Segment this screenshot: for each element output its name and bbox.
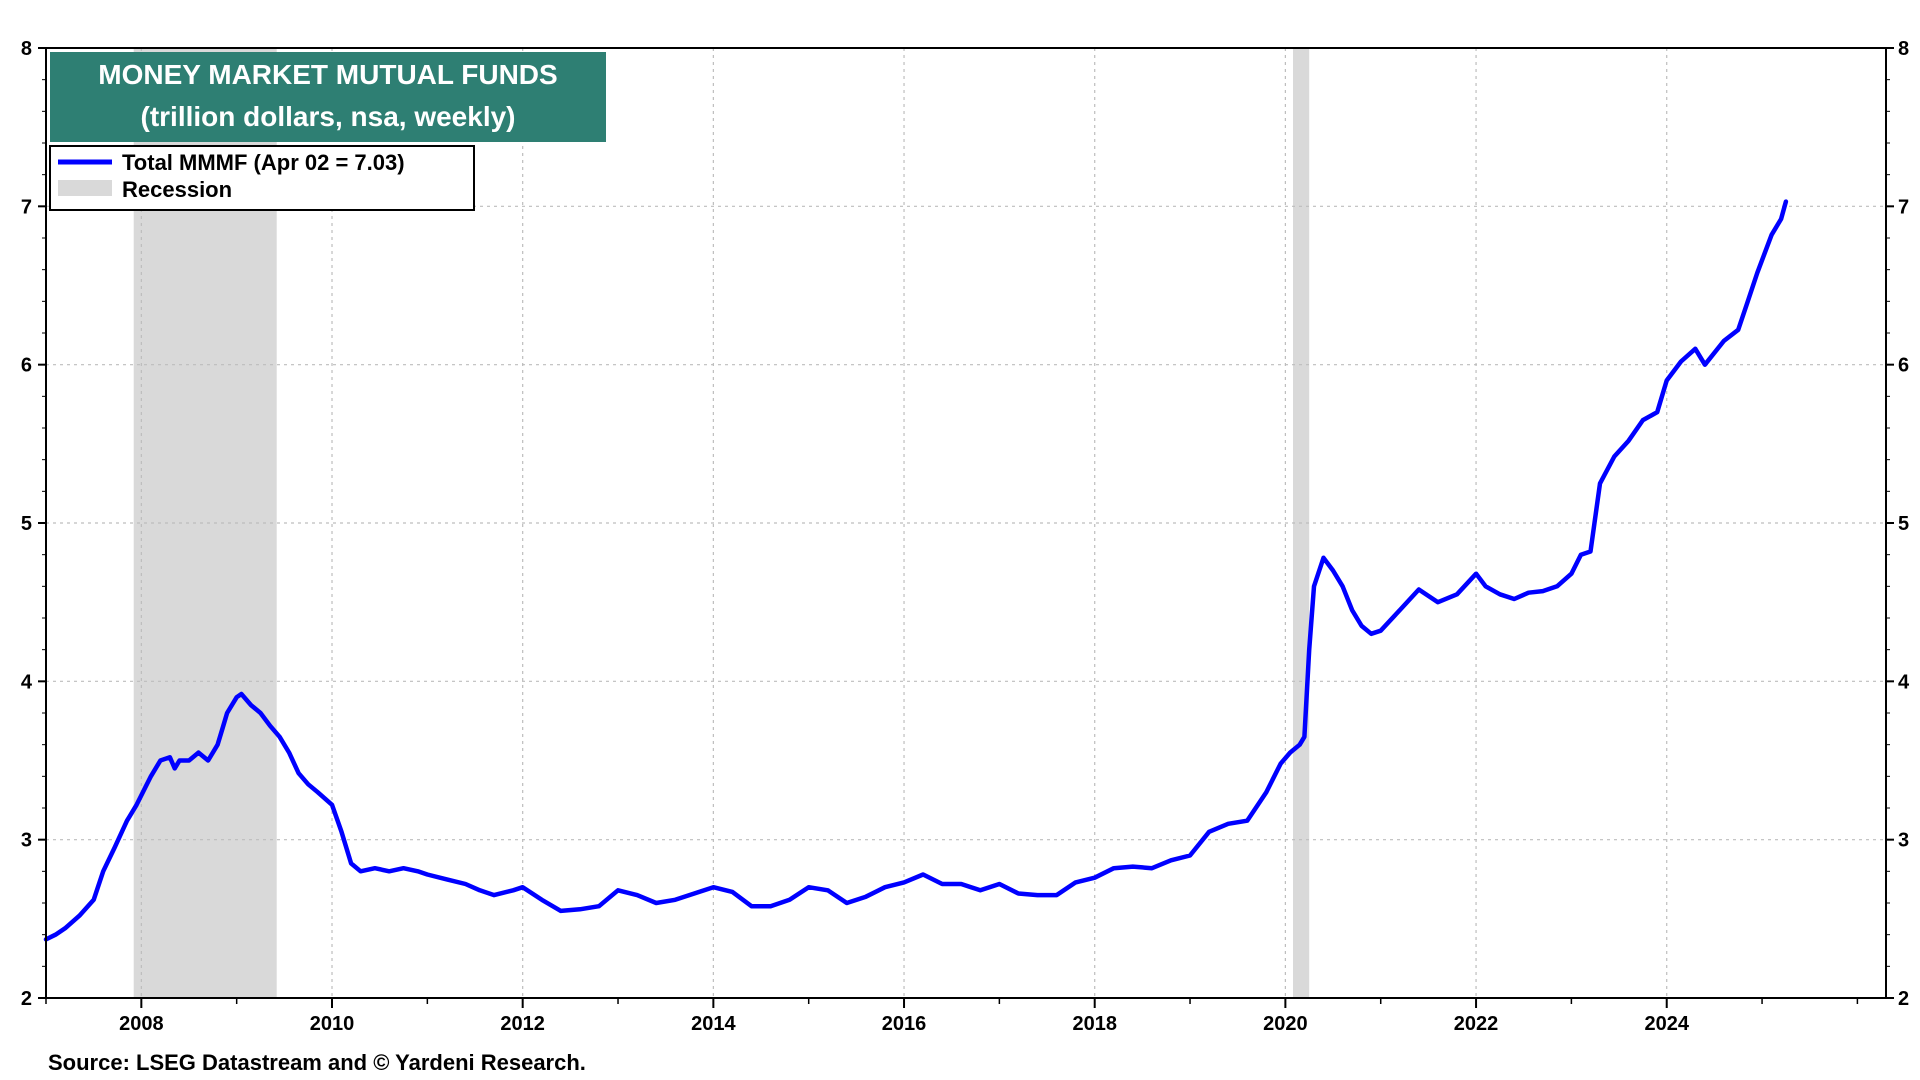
x-tick-label-2018: 2018 (1072, 1013, 1117, 1035)
x-tick-label-2010: 2010 (310, 1013, 355, 1035)
series-layer (43, 199, 1789, 942)
source-note: Source: LSEG Datastream and © Yardeni Re… (48, 1050, 586, 1075)
chart-subtitle: (trillion dollars, nsa, weekly) (141, 101, 516, 132)
y-tick-label-left-5: 5 (21, 513, 32, 535)
y-tick-label-right-3: 3 (1898, 830, 1909, 852)
x-tick-label-2020: 2020 (1263, 1013, 1308, 1035)
y-tick-label-left-7: 7 (21, 196, 32, 218)
y-tick-label-left-2: 2 (21, 988, 32, 1010)
y-tick-label-right-2: 2 (1898, 988, 1909, 1010)
y-tick-label-right-8: 8 (1898, 38, 1909, 60)
tick-labels-layer: 2 2 3 3 4 4 5 5 6 6 7 7 8 8 2008 2010 2012 2014 2016 2018 20… (21, 38, 1910, 1035)
x-tick-label-2024: 2024 (1644, 1013, 1689, 1035)
legend: Total MMMF (Apr 02 = 7.03) Recession (49, 145, 475, 211)
x-tick-label-2022: 2022 (1454, 1013, 1499, 1035)
x-tick-label-2014: 2014 (691, 1013, 736, 1035)
y-tick-label-right-5: 5 (1898, 513, 1909, 535)
x-tick-label-2016: 2016 (882, 1013, 927, 1035)
legend-label-total-mmmf: Total MMMF (Apr 02 = 7.03) (122, 150, 405, 175)
y-tick-label-left-4: 4 (21, 671, 33, 693)
x-tick-label-2012: 2012 (500, 1013, 545, 1035)
gridlines-layer (46, 48, 1886, 998)
y-tick-label-left-8: 8 (21, 38, 32, 60)
y-tick-label-left-6: 6 (21, 355, 32, 377)
ticks-layer (38, 47, 1894, 1008)
legend-swatch-recession (58, 180, 112, 196)
legend-box (49, 145, 475, 211)
chart-title: MONEY MARKET MUTUAL FUNDS (98, 59, 557, 90)
y-tick-label-right-4: 4 (1898, 671, 1910, 693)
y-tick-label-left-3: 3 (21, 830, 32, 852)
legend-label-recession: Recession (122, 177, 232, 202)
title-box: MONEY MARKET MUTUAL FUNDS (trillion doll… (50, 52, 606, 142)
x-tick-label-2008: 2008 (119, 1013, 164, 1035)
y-tick-label-right-6: 6 (1898, 355, 1909, 377)
y-tick-label-right-7: 7 (1898, 196, 1909, 218)
series-line-total-mmmf (43, 199, 1789, 942)
title-box-background (50, 52, 606, 142)
